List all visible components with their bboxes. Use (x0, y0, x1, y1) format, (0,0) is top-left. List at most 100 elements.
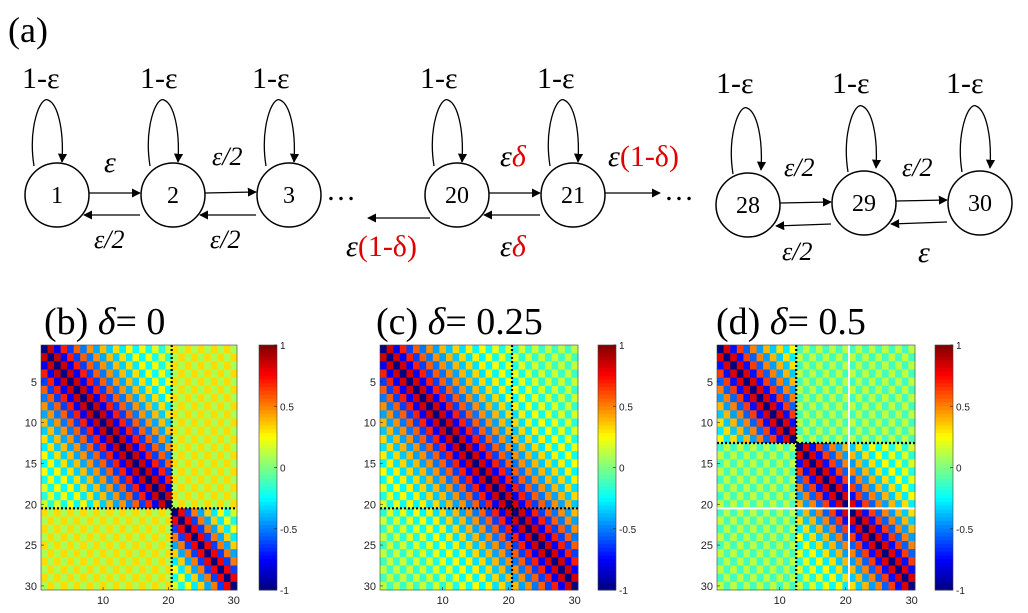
heatmap-cell (505, 565, 513, 575)
colorbar-segment (935, 544, 953, 549)
colorbar-segment (935, 586, 953, 591)
heatmap-cell (835, 394, 843, 403)
heatmap-cell (119, 532, 127, 542)
heatmap-cell (217, 516, 225, 526)
heatmap-cell (73, 369, 81, 379)
heatmap-cell (191, 541, 199, 550)
heatmap-cell (152, 549, 159, 558)
heatmap-cell (518, 541, 526, 550)
heatmap-cell (406, 475, 414, 485)
heatmap-cell (197, 500, 205, 509)
heatmap-cell (380, 516, 387, 526)
heatmap-cell (165, 492, 173, 501)
heatmap-cell (558, 418, 566, 428)
heatmap-cell (419, 385, 427, 395)
heatmap-cell (717, 483, 724, 493)
heatmap-cell (230, 549, 238, 558)
heatmap-cell (564, 565, 572, 575)
heatmap-cell (888, 475, 896, 485)
heatmap-cell (558, 532, 566, 542)
colorbar-segment (259, 563, 277, 568)
heatmap-cell (901, 475, 909, 485)
heatmap-cell (210, 369, 218, 379)
heatmap-cell (217, 524, 225, 534)
heatmap-cell (796, 443, 804, 452)
heatmap-cell (901, 524, 909, 534)
heatmap-cell (743, 475, 751, 485)
heatmap-cell (551, 508, 559, 517)
heatmap-cell (446, 508, 453, 517)
heatmap-cell (125, 377, 133, 387)
heatmap-cell (498, 565, 506, 575)
edge-2-3 (204, 187, 257, 197)
heatmap-cell (230, 402, 238, 411)
heatmap-cell (152, 492, 159, 501)
heatmap-cell (93, 541, 101, 550)
heatmap-cell (125, 541, 133, 550)
heatmap-cell (73, 549, 81, 558)
heatmap-cell (769, 508, 777, 517)
heatmap-cell (822, 361, 830, 370)
heatmap-cell (73, 418, 81, 428)
heatmap-cell (558, 541, 566, 550)
heatmap-cell (73, 467, 81, 477)
panel-b-title: (b) δ= 0 (44, 301, 165, 343)
heatmap-cell (736, 459, 744, 468)
heatmap-cell (538, 467, 546, 477)
heatmap-cell (465, 557, 473, 566)
heatmap-cell (386, 385, 394, 395)
heatmap-cell (439, 426, 447, 436)
heatmap-cell (223, 369, 231, 379)
colorbar-segment (598, 421, 616, 426)
heatmap-cell (809, 475, 817, 485)
heatmap-cell (875, 500, 883, 509)
heatmap-cell (835, 492, 843, 501)
heatmap-cell (882, 451, 889, 460)
heatmap-cell (41, 353, 48, 362)
heatmap-cell (223, 345, 231, 354)
heatmap-cell (197, 565, 205, 575)
heatmap-cell (750, 508, 757, 517)
heatmap-cell (564, 443, 572, 452)
heatmap-cell (743, 451, 751, 460)
heatmap-cell (80, 524, 88, 534)
heatmap-cell (452, 385, 460, 395)
heatmap-cell (459, 418, 467, 428)
heatmap-cell (895, 573, 903, 583)
heatmap-cell (531, 394, 539, 403)
heatmap-cell (750, 557, 757, 566)
heatmap-cell (125, 516, 133, 526)
heatmap-cell (882, 500, 889, 509)
heatmap-cell (393, 410, 401, 419)
heatmap-cell (210, 557, 218, 566)
heatmap-cell (736, 434, 744, 444)
heatmap-cell (809, 410, 817, 419)
heatmap-cell (895, 532, 903, 542)
heatmap-cell (93, 361, 101, 370)
heatmap-cell (399, 532, 407, 542)
heatmap-cell (730, 475, 738, 485)
heatmap-cell (875, 581, 883, 591)
colorbar-segment (598, 505, 616, 511)
heatmap-cell (816, 353, 823, 362)
heatmap-cell (717, 475, 724, 485)
heatmap-cell (783, 565, 790, 575)
heatmap-cell (139, 532, 146, 542)
heatmap-cell (210, 581, 218, 591)
heatmap-cell (816, 565, 823, 575)
heatmap-cell (459, 467, 467, 477)
heatmap-cell (875, 524, 883, 534)
heatmap-cell (875, 565, 883, 575)
heatmap-cell (47, 361, 55, 370)
heatmap-cell (93, 418, 101, 428)
heatmap-cell (816, 402, 823, 411)
heatmap-cell (80, 549, 88, 558)
heatmap-cell (393, 508, 401, 517)
heatmap-cell (230, 377, 238, 387)
heatmap-cell (545, 434, 552, 444)
colorbar-segment (598, 559, 616, 564)
heatmap-cell (99, 492, 107, 501)
heatmap-cell (802, 532, 810, 542)
heatmap-cell (505, 483, 513, 493)
heatmap-cell (862, 508, 870, 517)
